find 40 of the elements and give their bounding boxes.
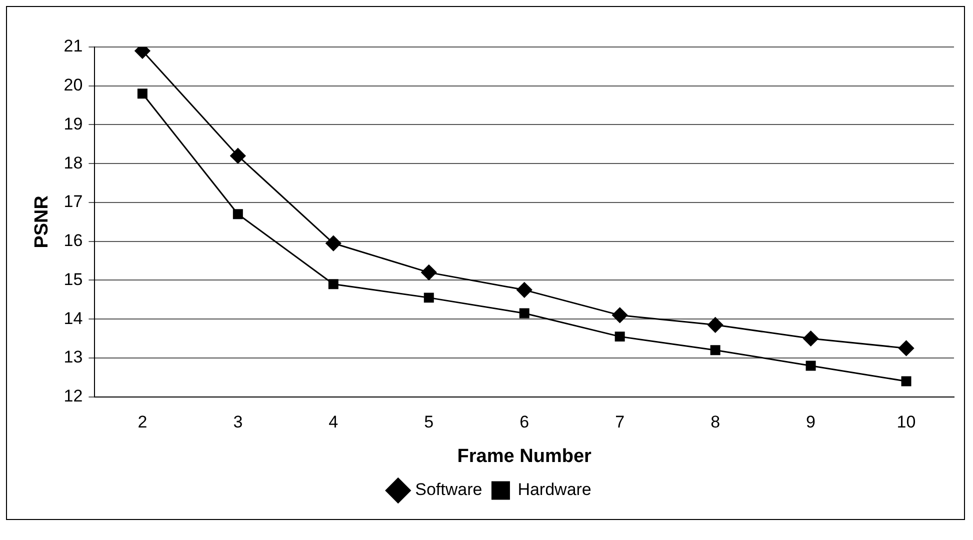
- y-tick-label: 13: [64, 348, 83, 367]
- point: [326, 236, 342, 252]
- x-tick-label: 8: [710, 412, 720, 432]
- y-tick-label: 20: [64, 76, 83, 95]
- point: [612, 307, 628, 323]
- y-tick-label: 17: [64, 192, 83, 212]
- point: [898, 340, 914, 356]
- point: [803, 330, 819, 346]
- point: [901, 376, 912, 386]
- x-tick-label: 7: [615, 412, 625, 432]
- x-axis-title: Frame Number: [457, 446, 592, 467]
- point: [421, 264, 437, 280]
- point: [230, 148, 246, 164]
- point: [710, 345, 720, 356]
- y-tick-label: 12: [64, 386, 83, 406]
- point: [328, 279, 338, 290]
- x-tick-label: 3: [233, 412, 243, 432]
- point: [708, 317, 724, 333]
- point: [516, 282, 532, 298]
- y-tick-label: 14: [64, 308, 83, 328]
- x-tick-label: 10: [896, 412, 916, 432]
- point: [232, 209, 243, 220]
- point: [614, 332, 625, 342]
- x-tick-label: 5: [424, 412, 434, 432]
- y-tick-label: 21: [64, 36, 83, 56]
- point: [806, 360, 816, 371]
- x-tick-label: 4: [328, 412, 338, 432]
- y-tick-label: 19: [64, 114, 83, 134]
- x-tick-label: 6: [520, 412, 530, 432]
- legend-label: Hardware: [518, 480, 592, 500]
- y-tick-label: 16: [64, 231, 83, 250]
- x-tick-label: 2: [138, 412, 148, 432]
- y-axis-title: PSNR: [32, 195, 53, 248]
- y-tick-label: 18: [64, 153, 83, 172]
- point: [424, 292, 434, 303]
- y-tick-label: 15: [64, 270, 83, 289]
- legend-label: Software: [415, 480, 482, 500]
- point: [137, 88, 148, 99]
- point: [519, 308, 530, 318]
- x-tick-label: 9: [806, 412, 816, 432]
